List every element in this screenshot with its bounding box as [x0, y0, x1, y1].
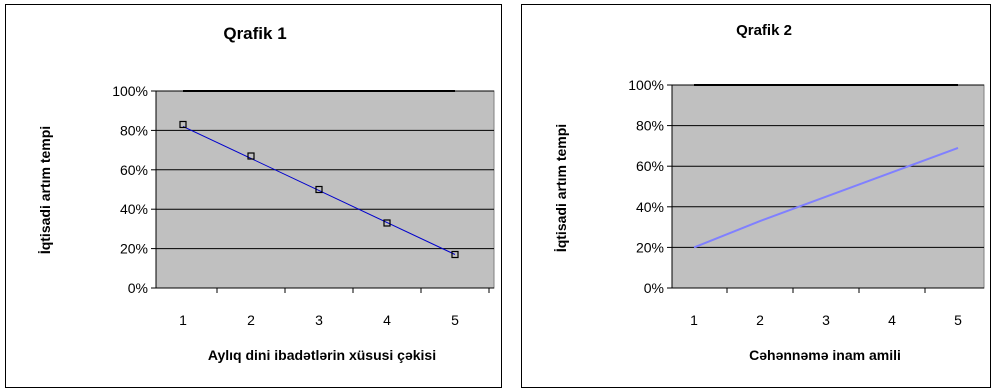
chart-1-x-tick-label: 2	[247, 312, 255, 328]
chart-1-y-tick-label: 80%	[120, 122, 148, 138]
chart-1-y-tick-label: 40%	[120, 201, 148, 217]
chart-2-plot: 0% 20% 40% 60% 80% 100% 1 2 3 4 5	[628, 77, 985, 328]
chart-1-plot-area	[155, 90, 495, 289]
chart-2-y-axis-label: İqtisadi artım tempi	[553, 124, 569, 252]
chart-1-x-axis-label: Aylıq dini ibadətlərin xüsusi çəkisi	[208, 347, 436, 363]
chart-2-x-tick-label: 1	[690, 312, 698, 328]
chart-1-y-axis-label: İqtisadi artım tempi	[37, 126, 53, 254]
chart-1-data-point	[451, 250, 459, 259]
chart-2-y-tick-label: 40%	[636, 199, 664, 215]
chart-2-plot-area	[671, 84, 985, 289]
chart-2-svg: Qrafik 2 0% 20% 40% 60% 80% 100% 1 2 3 4 5 Cəhənnə…	[553, 22, 985, 363]
chart-panel-2: Qrafik 2 0% 20% 40% 60% 80% 100% 1 2 3 4 5 Cəhənnə…	[521, 4, 991, 388]
chart-1-x-tick-label: 1	[179, 312, 187, 328]
chart-1-data-point	[315, 185, 323, 194]
chart-panel-1: Qrafik 1 0% 20% 40% 60% 80% 100% 1 2 3 4 5 Aylıq d…	[5, 4, 502, 388]
chart-2-y-tick-label: 80%	[636, 118, 664, 134]
chart-1-data-point	[383, 219, 391, 227]
chart-1-data-point	[179, 120, 187, 129]
chart-1-y-tick-label: 20%	[120, 241, 148, 257]
chart-2-y-tick-label: 100%	[628, 77, 664, 93]
chart-2-y-tick-label: 60%	[636, 158, 664, 174]
chart-1-title: Qrafik 1	[223, 24, 286, 43]
chart-2-series-line	[693, 146, 959, 249]
chart-1-trendline	[182, 126, 456, 255]
chart-1-y-tick-label: 0%	[128, 280, 148, 296]
chart-1-data-point	[247, 152, 255, 160]
chart-1-plot: 0% 20% 40% 60% 80% 100% 1 2 3 4 5	[112, 83, 495, 328]
chart-1-x-tick-label: 4	[383, 312, 391, 328]
chart-2-x-tick-label: 5	[954, 312, 962, 328]
chart-1-svg: Qrafik 1 0% 20% 40% 60% 80% 100% 1 2 3 4 5 Aylıq d…	[37, 24, 495, 363]
chart-2-x-tick-label: 3	[822, 312, 830, 328]
chart-2-x-axis-label: Cəhənnəmə inam amili	[749, 347, 901, 363]
chart-2-y-tick-label: 20%	[636, 239, 664, 255]
chart-2-title: Qrafik 2	[736, 22, 792, 39]
chart-2-y-tick-label: 0%	[644, 280, 664, 296]
chart-2-x-tick-label: 2	[756, 312, 764, 328]
chart-1-y-tick-label: 100%	[112, 83, 148, 99]
chart-1-x-tick-label: 3	[315, 312, 323, 328]
chart-1-y-tick-label: 60%	[120, 162, 148, 178]
chart-2-x-tick-label: 4	[888, 312, 896, 328]
chart-1-x-tick-label: 5	[451, 312, 459, 328]
